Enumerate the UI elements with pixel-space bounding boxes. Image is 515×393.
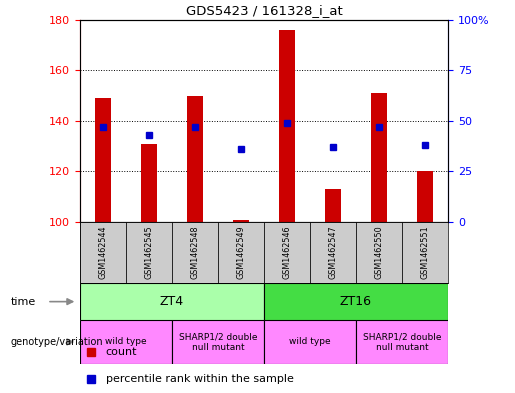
Bar — [264, 283, 448, 320]
Bar — [233, 220, 249, 222]
Bar — [80, 320, 172, 364]
Bar — [80, 222, 126, 283]
Bar — [172, 222, 218, 283]
Bar — [172, 320, 264, 364]
Title: GDS5423 / 161328_i_at: GDS5423 / 161328_i_at — [185, 4, 342, 17]
Text: GSM1462546: GSM1462546 — [282, 226, 291, 279]
Text: SHARP1/2 double
null mutant: SHARP1/2 double null mutant — [179, 332, 257, 352]
Text: time: time — [10, 297, 36, 307]
Text: GSM1462544: GSM1462544 — [98, 226, 107, 279]
Bar — [356, 222, 402, 283]
Bar — [126, 222, 172, 283]
Text: wild type: wild type — [105, 338, 147, 346]
Bar — [417, 171, 433, 222]
Bar — [141, 143, 157, 222]
Bar — [325, 189, 341, 222]
Text: GSM1462545: GSM1462545 — [144, 226, 153, 279]
Text: GSM1462550: GSM1462550 — [374, 226, 384, 279]
Text: GSM1462549: GSM1462549 — [236, 226, 246, 279]
Text: ZT16: ZT16 — [340, 295, 372, 308]
Text: SHARP1/2 double
null mutant: SHARP1/2 double null mutant — [363, 332, 441, 352]
Bar — [218, 222, 264, 283]
Bar — [356, 320, 448, 364]
Text: wild type: wild type — [289, 338, 331, 346]
Bar — [80, 283, 264, 320]
Bar — [402, 222, 448, 283]
Text: percentile rank within the sample: percentile rank within the sample — [106, 374, 294, 384]
Bar — [371, 93, 387, 222]
Text: genotype/variation: genotype/variation — [10, 337, 103, 347]
Text: GSM1462547: GSM1462547 — [329, 226, 337, 279]
Text: count: count — [106, 347, 137, 357]
Bar — [187, 95, 203, 222]
Bar — [264, 222, 310, 283]
Bar — [95, 98, 111, 222]
Text: GSM1462551: GSM1462551 — [421, 226, 430, 279]
Bar — [279, 30, 295, 222]
Text: ZT4: ZT4 — [160, 295, 184, 308]
Bar — [264, 320, 356, 364]
Bar — [310, 222, 356, 283]
Text: GSM1462548: GSM1462548 — [191, 226, 199, 279]
